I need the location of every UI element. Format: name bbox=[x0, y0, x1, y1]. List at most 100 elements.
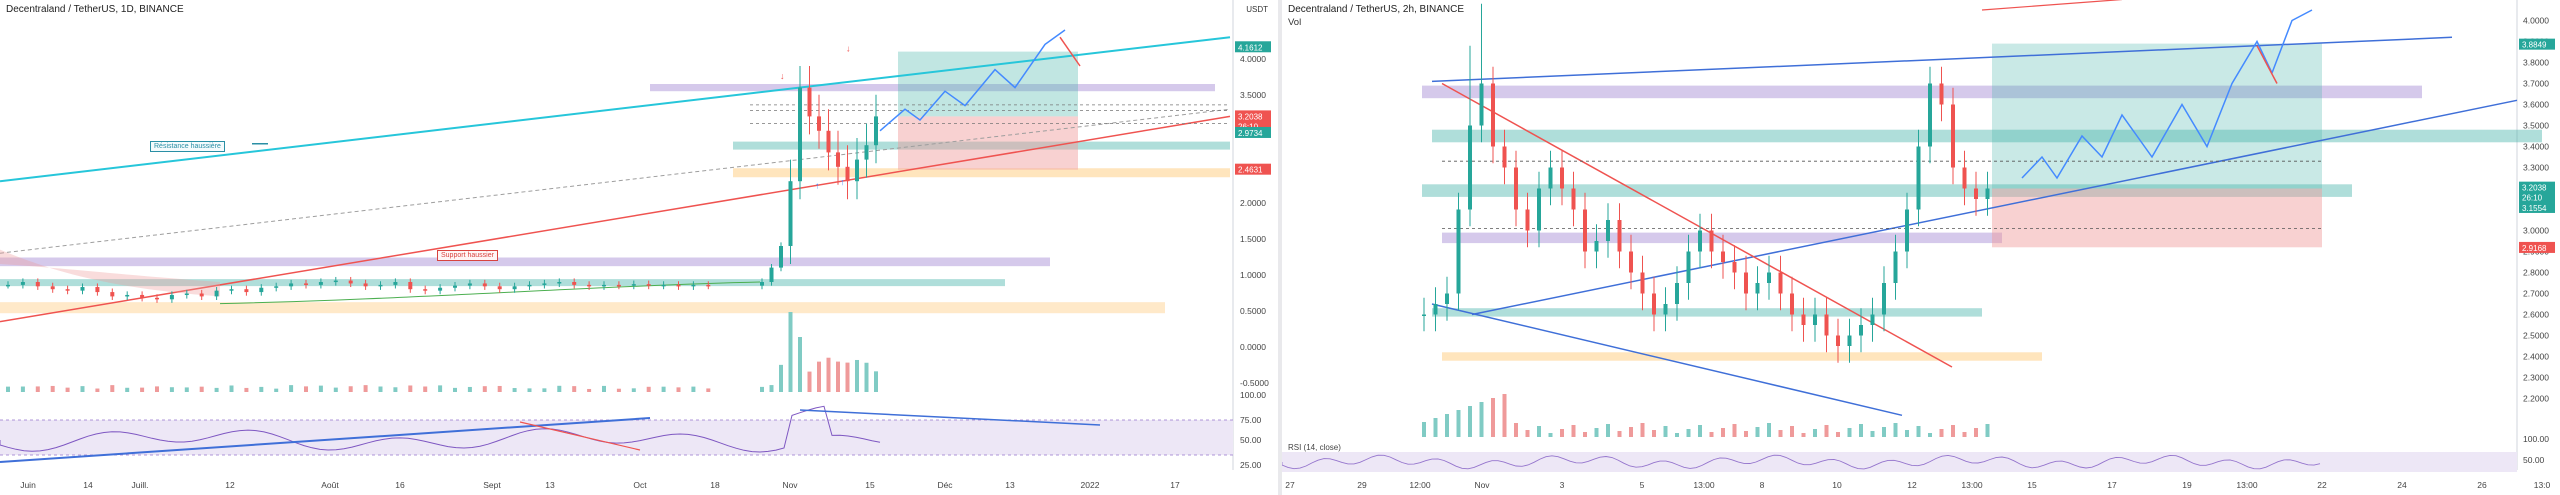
volume-bar bbox=[513, 388, 517, 392]
volume-bar bbox=[808, 372, 812, 392]
candle-body bbox=[1537, 189, 1541, 231]
left-chart-title: Decentraland / TetherUS, 1D, BINANCE bbox=[6, 4, 184, 15]
volume-bar bbox=[647, 387, 651, 392]
volume-bar bbox=[408, 385, 412, 392]
volume-bar bbox=[1710, 432, 1714, 437]
candle-body bbox=[1836, 336, 1840, 347]
time-tick-label: 22 bbox=[2317, 480, 2327, 490]
volume-bar bbox=[1457, 410, 1461, 437]
candle-body bbox=[1629, 252, 1633, 273]
time-tick-label: 14 bbox=[83, 480, 93, 490]
volume-bar bbox=[185, 387, 189, 392]
candle-body bbox=[662, 285, 666, 287]
candle-body bbox=[1572, 189, 1576, 210]
volume-bar bbox=[1756, 427, 1760, 437]
candle-body bbox=[1698, 231, 1702, 252]
candle-body bbox=[423, 289, 427, 291]
candle-body bbox=[1779, 273, 1783, 294]
candle-body bbox=[602, 285, 606, 287]
candle-body bbox=[1652, 294, 1656, 315]
price-tick-label: 2.4000 bbox=[2523, 352, 2549, 362]
candle-body bbox=[789, 181, 793, 246]
time-tick-label: 12:00 bbox=[1409, 480, 1431, 490]
volume-bar bbox=[1871, 431, 1875, 437]
time-tick-label: 5 bbox=[1640, 480, 1645, 490]
candle-body bbox=[1664, 304, 1668, 315]
candle-body bbox=[1583, 210, 1587, 252]
volume-bar bbox=[1480, 402, 1484, 437]
candle-body bbox=[691, 285, 695, 287]
rsi-tick-label: 100.00 bbox=[1240, 390, 1266, 400]
volume-bar bbox=[1882, 427, 1886, 437]
time-tick-label: 2022 bbox=[1081, 480, 1100, 490]
volume-bar bbox=[855, 360, 859, 392]
purple-zone-low bbox=[1442, 233, 2002, 244]
price-tick-label: 1.0000 bbox=[1240, 270, 1266, 280]
candle-body bbox=[874, 116, 878, 145]
volume-bar bbox=[677, 387, 681, 392]
time-tick-label: 18 bbox=[710, 480, 720, 490]
time-tick-label: 13:0 bbox=[2534, 480, 2551, 490]
candle-body bbox=[1882, 283, 1886, 315]
candle-body bbox=[1457, 210, 1461, 294]
volume-bar bbox=[1618, 431, 1622, 437]
rsi-tick-label: 25.00 bbox=[1240, 460, 1262, 470]
volume-bar bbox=[632, 388, 636, 392]
rsi-tick-label: 50.00 bbox=[1240, 435, 1262, 445]
candle-body bbox=[1940, 84, 1944, 105]
candle-body bbox=[632, 284, 636, 286]
volume-bar bbox=[1905, 430, 1909, 437]
volume-bar bbox=[6, 387, 10, 392]
volume-bar bbox=[1813, 429, 1817, 437]
two-hour-chart-canvas[interactable]: 4.00003.90003.80003.70003.60003.50003.40… bbox=[1282, 0, 2560, 495]
volume-bar bbox=[760, 387, 764, 392]
price-tag-label: 3.2038 bbox=[2522, 184, 2547, 193]
rsi-tick-label: 75.00 bbox=[1240, 415, 1262, 425]
candle-body bbox=[706, 285, 710, 287]
volume-bar bbox=[1491, 398, 1495, 437]
time-tick-label: 3 bbox=[1560, 480, 1565, 490]
left-chart-panel[interactable]: USDT4.00003.50003.00002.50002.00001.5000… bbox=[0, 0, 1278, 495]
candle-body bbox=[200, 294, 204, 297]
candle-body bbox=[170, 295, 174, 299]
volume-bar bbox=[125, 388, 129, 392]
price-tick-label: 3.5000 bbox=[2523, 121, 2549, 131]
time-tick-label: Oct bbox=[633, 480, 647, 490]
volume-bar bbox=[1894, 423, 1898, 437]
candle-body bbox=[827, 131, 831, 153]
volume-bar bbox=[438, 385, 442, 392]
candle-body bbox=[453, 286, 457, 288]
volume-bar bbox=[846, 363, 850, 392]
candle-body bbox=[647, 284, 651, 286]
daily-chart-canvas[interactable]: USDT4.00003.50003.00002.50002.00001.5000… bbox=[0, 0, 1278, 495]
right-chart-panel[interactable]: 4.00003.90003.80003.70003.60003.50003.40… bbox=[1282, 0, 2560, 495]
candle-body bbox=[140, 295, 144, 298]
volume-bar bbox=[587, 389, 591, 392]
candle-body bbox=[836, 152, 840, 166]
volume-bar bbox=[1445, 414, 1449, 437]
time-tick-label: 29 bbox=[1357, 480, 1367, 490]
buy-marker: ↑ bbox=[840, 177, 845, 187]
volume-bar bbox=[1951, 425, 1955, 437]
volume-bar bbox=[1917, 426, 1921, 437]
candle-body bbox=[1825, 315, 1829, 336]
volume-bar bbox=[1928, 433, 1932, 437]
volume-bar bbox=[1802, 433, 1806, 437]
candle-body bbox=[304, 283, 308, 285]
sell-marker: ↓ bbox=[780, 71, 785, 81]
volume-bar bbox=[498, 386, 502, 392]
volume-bar bbox=[1963, 432, 1967, 437]
volume-bar bbox=[423, 386, 427, 392]
candle-body bbox=[230, 289, 234, 291]
volume-bar bbox=[1549, 433, 1553, 437]
time-tick-label: 24 bbox=[2397, 480, 2407, 490]
candle-body bbox=[215, 291, 219, 297]
candle-body bbox=[483, 283, 487, 286]
candle-body bbox=[1526, 210, 1530, 231]
time-tick-label: Sept bbox=[483, 480, 501, 490]
volume-bar bbox=[1836, 432, 1840, 437]
candle-body bbox=[528, 285, 532, 287]
volume-bar bbox=[1825, 425, 1829, 437]
volume-bar bbox=[827, 358, 831, 392]
candle-body bbox=[1790, 294, 1794, 315]
